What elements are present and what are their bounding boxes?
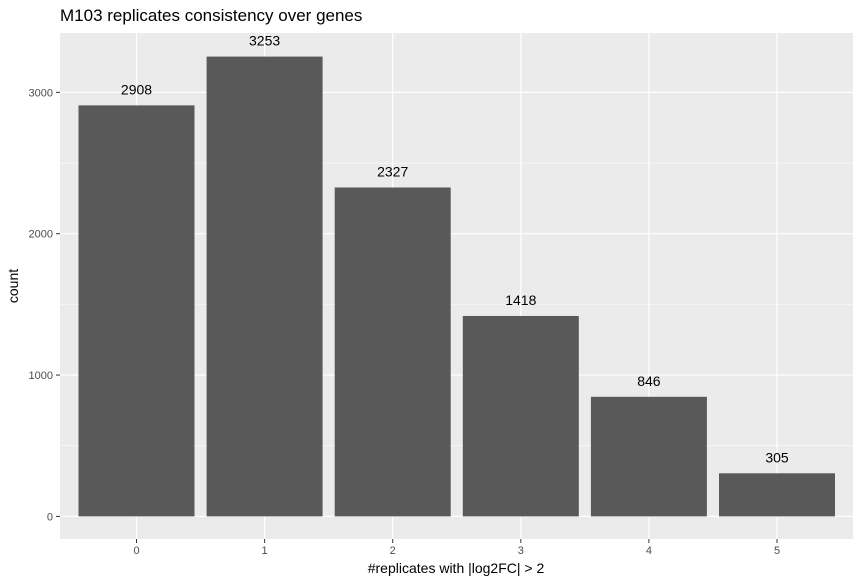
bars xyxy=(78,56,835,517)
data-label-5: 305 xyxy=(765,449,789,465)
bar-0 xyxy=(78,105,195,517)
bar-4 xyxy=(590,396,707,517)
y-axis: 0 1000 2000 3000 xyxy=(29,87,60,523)
data-label-4: 846 xyxy=(637,373,661,389)
data-label-3: 1418 xyxy=(505,292,536,308)
x-axis-title: #replicates with |log2FC| > 2 xyxy=(368,560,545,576)
x-tick-label: 0 xyxy=(133,545,139,557)
x-tick-label: 2 xyxy=(390,545,396,557)
data-label-1: 3253 xyxy=(249,33,280,49)
x-tick-label: 4 xyxy=(646,545,652,557)
bar-1 xyxy=(206,56,323,517)
x-tick-label: 3 xyxy=(518,545,524,557)
bar-2 xyxy=(334,187,451,517)
y-tick-label: 3000 xyxy=(29,87,53,99)
x-tick-label: 1 xyxy=(262,545,268,557)
y-tick-label: 2000 xyxy=(29,229,53,241)
y-tick-label: 1000 xyxy=(29,370,53,382)
chart-title: M103 replicates consistency over genes xyxy=(60,6,362,25)
x-axis: 0 1 2 3 4 5 xyxy=(133,539,780,557)
data-label-0: 2908 xyxy=(121,81,152,97)
data-label-2: 2327 xyxy=(377,163,408,179)
bar-3 xyxy=(462,315,579,517)
y-axis-title: count xyxy=(5,269,21,303)
x-tick-label: 5 xyxy=(774,545,780,557)
data-labels: 2908 3253 2327 1418 846 305 xyxy=(121,33,789,466)
bar-5 xyxy=(719,473,835,517)
y-tick-label: 0 xyxy=(47,511,53,523)
